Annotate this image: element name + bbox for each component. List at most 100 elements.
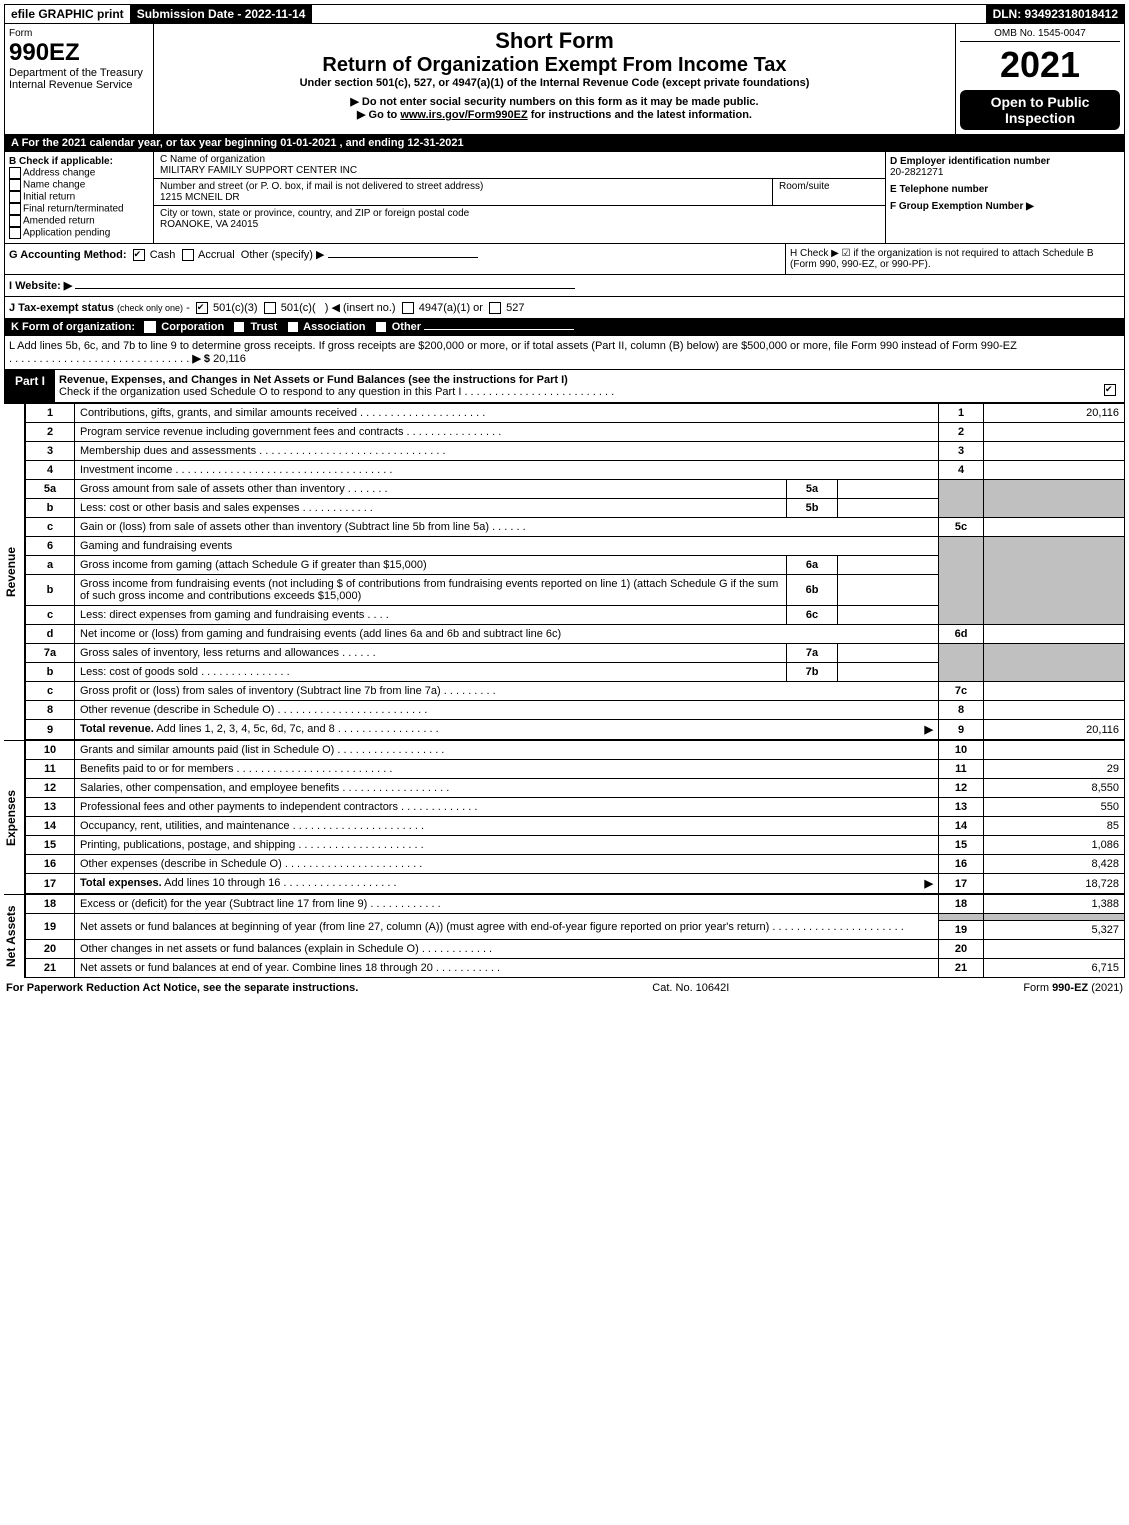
line-6d-num: d bbox=[26, 625, 75, 644]
line-17-num: 17 bbox=[26, 874, 75, 894]
line-1-amt: 20,116 bbox=[984, 404, 1125, 423]
chk-trust[interactable] bbox=[233, 321, 245, 333]
line-6d-ln: 6d bbox=[939, 625, 984, 644]
line-6b-midval bbox=[838, 575, 939, 606]
chk-initial-return[interactable] bbox=[9, 191, 21, 203]
dots-icon: . . . . . . . bbox=[345, 483, 388, 495]
row-l-dots bbox=[9, 353, 189, 365]
line-5ab-shade bbox=[939, 480, 984, 518]
line-7c: c Gross profit or (loss) from sales of i… bbox=[26, 682, 1125, 701]
row-l-arrow: ▶ $ bbox=[192, 353, 210, 365]
line-12-desc: Salaries, other compensation, and employ… bbox=[80, 782, 339, 794]
dln-label: DLN: 93492318018412 bbox=[987, 5, 1124, 23]
row-l-text: L Add lines 5b, 6c, and 7b to line 9 to … bbox=[9, 340, 1017, 352]
chk-schedule-o[interactable] bbox=[1104, 384, 1116, 396]
accrual-label: Accrual bbox=[198, 249, 235, 261]
line-10-ln: 10 bbox=[939, 741, 984, 760]
tax-year: 2021 bbox=[960, 44, 1120, 86]
dots-icon: . . . . . . . . . . . . . . . bbox=[198, 666, 290, 678]
chk-address-change[interactable] bbox=[9, 167, 21, 179]
line-5c-desc: Gain or (loss) from sale of assets other… bbox=[80, 521, 489, 533]
chk-association[interactable] bbox=[287, 321, 299, 333]
warning-2: ▶ Go to www.irs.gov/Form990EZ for instru… bbox=[158, 108, 951, 121]
line-10-desc: Grants and similar amounts paid (list in… bbox=[80, 744, 334, 756]
line-6-num: 6 bbox=[26, 537, 75, 556]
line-18-num: 18 bbox=[26, 895, 75, 914]
line-6: 6 Gaming and fundraising events bbox=[26, 537, 1125, 556]
opt-name-change: Name change bbox=[23, 180, 85, 191]
org-name: MILITARY FAMILY SUPPORT CENTER INC bbox=[160, 165, 357, 176]
line-9-num: 9 bbox=[26, 720, 75, 740]
line-7c-amt bbox=[984, 682, 1125, 701]
line-7a-num: 7a bbox=[26, 644, 75, 663]
line-7a-midval bbox=[838, 644, 939, 663]
line-3-desc: Membership dues and assessments bbox=[80, 445, 256, 457]
chk-527[interactable] bbox=[489, 302, 501, 314]
irs-link[interactable]: www.irs.gov/Form990EZ bbox=[400, 109, 527, 121]
line-4-desc: Investment income bbox=[80, 464, 172, 476]
chk-other-org[interactable] bbox=[375, 321, 387, 333]
org-address: 1215 MCNEIL DR bbox=[160, 192, 240, 203]
footer-cat: Cat. No. 10642I bbox=[652, 982, 729, 994]
line-1: 1 Contributions, gifts, grants, and simi… bbox=[26, 404, 1125, 423]
b-header: B Check if applicable: bbox=[9, 156, 149, 167]
accounting-method: G Accounting Method: Cash Accrual Other … bbox=[5, 244, 785, 274]
chk-501c[interactable] bbox=[264, 302, 276, 314]
line-5b-midval bbox=[838, 499, 939, 518]
form-header: Form 990EZ Department of the Treasury In… bbox=[4, 24, 1125, 135]
line-21: 21 Net assets or fund balances at end of… bbox=[26, 959, 1125, 978]
chk-application-pending[interactable] bbox=[9, 227, 21, 239]
opt-initial-return: Initial return bbox=[23, 192, 75, 203]
dots-icon: . . . . . . . . . . . . . . . . . . . . … bbox=[282, 858, 423, 870]
chk-501c3[interactable] bbox=[196, 302, 208, 314]
efile-label[interactable]: efile GRAPHIC print bbox=[5, 5, 131, 23]
line-8: 8 Other revenue (describe in Schedule O)… bbox=[26, 701, 1125, 720]
other-specify-line[interactable] bbox=[328, 257, 478, 258]
line-10: 10 Grants and similar amounts paid (list… bbox=[26, 741, 1125, 760]
chk-accrual[interactable] bbox=[182, 249, 194, 261]
part-1-tab: Part I bbox=[5, 370, 55, 402]
line-3-num: 3 bbox=[26, 442, 75, 461]
line-5b-num: b bbox=[26, 499, 75, 518]
chk-cash[interactable] bbox=[133, 249, 145, 261]
line-6c-mid: 6c bbox=[787, 606, 838, 625]
dots-icon: . . . . . . bbox=[489, 521, 526, 533]
line-14-num: 14 bbox=[26, 817, 75, 836]
line-7-shade-amt bbox=[984, 644, 1125, 682]
line-8-amt bbox=[984, 701, 1125, 720]
line-7c-ln: 7c bbox=[939, 682, 984, 701]
other-org-line[interactable] bbox=[424, 329, 574, 330]
dept-label: Department of the Treasury Internal Reve… bbox=[9, 67, 149, 91]
net-assets-section: Net Assets 18 Excess or (deficit) for th… bbox=[4, 894, 1125, 978]
line-1-desc: Contributions, gifts, grants, and simila… bbox=[80, 407, 357, 419]
line-19-desc: Net assets or fund balances at beginning… bbox=[80, 921, 769, 933]
chk-corporation[interactable] bbox=[144, 321, 156, 333]
part-1-dots: . . . . . . . . . . . . . . . . . . . . … bbox=[464, 386, 614, 398]
chk-name-change[interactable] bbox=[9, 179, 21, 191]
line-20-num: 20 bbox=[26, 940, 75, 959]
dots-icon: . . . . . . . . . . . . . bbox=[398, 801, 477, 813]
dots-icon: . . . . . . . . . . . . . . . . . . . . … bbox=[256, 445, 445, 457]
chk-final-return[interactable] bbox=[9, 203, 21, 215]
line-6d-desc: Net income or (loss) from gaming and fun… bbox=[75, 625, 939, 644]
header-mid: Short Form Return of Organization Exempt… bbox=[154, 24, 956, 134]
revenue-section: Revenue 1 Contributions, gifts, grants, … bbox=[4, 403, 1125, 740]
line-6b-mid: 6b bbox=[787, 575, 838, 606]
chk-amended-return[interactable] bbox=[9, 215, 21, 227]
line-16: 16 Other expenses (describe in Schedule … bbox=[26, 855, 1125, 874]
line-19-amt: 5,327 bbox=[984, 921, 1125, 940]
line-5ab-shade-amt bbox=[984, 480, 1125, 518]
line-19-shade bbox=[939, 914, 984, 921]
row-k: K Form of organization: Corporation Trus… bbox=[4, 319, 1125, 336]
line-7a-desc: Gross sales of inventory, less returns a… bbox=[80, 647, 339, 659]
line-1-num: 1 bbox=[26, 404, 75, 423]
line-15-ln: 15 bbox=[939, 836, 984, 855]
line-5b-desc: Less: cost or other basis and sales expe… bbox=[80, 502, 300, 514]
form-number: 990EZ bbox=[9, 39, 149, 67]
line-5c-ln: 5c bbox=[939, 518, 984, 537]
opt-amended-return: Amended return bbox=[23, 216, 95, 227]
chk-4947[interactable] bbox=[402, 302, 414, 314]
e-label: E Telephone number bbox=[890, 184, 988, 195]
website-line[interactable] bbox=[75, 288, 575, 289]
line-3-amt bbox=[984, 442, 1125, 461]
